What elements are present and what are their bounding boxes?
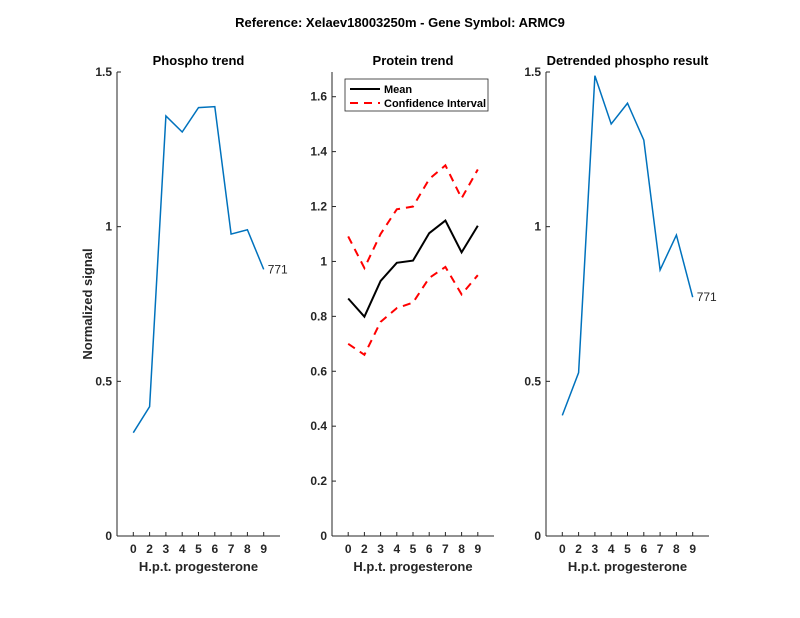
y-tick-label: 1 bbox=[105, 220, 112, 234]
y-tick-label: 1.4 bbox=[310, 145, 327, 159]
x-tick-label: 7 bbox=[442, 542, 449, 556]
x-tick-label: 0 bbox=[130, 542, 137, 556]
series-line-detrended bbox=[561, 75, 694, 416]
legend-label: Confidence Interval bbox=[384, 98, 486, 110]
x-tick-label: 9 bbox=[474, 542, 481, 556]
x-tick-label: 7 bbox=[657, 542, 664, 556]
x-tick-label: 6 bbox=[426, 542, 433, 556]
y-axis-label: Normalized signal bbox=[80, 248, 95, 359]
subplot-title: Phospho trend bbox=[153, 53, 245, 68]
y-tick-label: 0.6 bbox=[310, 364, 327, 378]
point-annotation: 771 bbox=[268, 262, 288, 276]
y-tick-label: 0.5 bbox=[524, 374, 541, 388]
x-tick-label: 3 bbox=[163, 542, 170, 556]
y-tick-label: 1 bbox=[534, 220, 541, 234]
legend-box bbox=[344, 78, 489, 112]
y-tick-label: 0.4 bbox=[310, 419, 327, 433]
x-tick-label: 0 bbox=[559, 542, 566, 556]
x-tick-label: 9 bbox=[689, 542, 696, 556]
y-tick-label: 0.5 bbox=[95, 374, 112, 388]
x-tick-label: 8 bbox=[458, 542, 465, 556]
x-axis-label: H.p.t. progesterone bbox=[139, 559, 258, 574]
x-tick-label: 5 bbox=[410, 542, 417, 556]
figure-title: Reference: Xelaev18003250m - Gene Symbol… bbox=[235, 15, 565, 30]
point-annotation: 771 bbox=[697, 290, 717, 304]
y-tick-label: 1.5 bbox=[95, 65, 112, 79]
x-tick-label: 4 bbox=[608, 542, 615, 556]
subplot-title: Detrended phospho result bbox=[547, 53, 709, 68]
legend: Mean Confidence Interval bbox=[344, 78, 489, 112]
x-tick-label: 0 bbox=[345, 542, 352, 556]
x-tick-label: 7 bbox=[228, 542, 235, 556]
x-tick-label: 4 bbox=[393, 542, 400, 556]
x-tick-label: 4 bbox=[179, 542, 186, 556]
x-tick-label: 9 bbox=[260, 542, 267, 556]
subplot-2: 00.20.40.60.811.21.41.60 2 3 4 5 6 7 8 9Protein … bbox=[310, 53, 494, 574]
subplot-title: Protein trend bbox=[373, 53, 454, 68]
series-line-confidence-interval-lower bbox=[347, 265, 479, 357]
x-tick-label: 8 bbox=[673, 542, 680, 556]
y-tick-label: 0 bbox=[105, 529, 112, 543]
y-tick-label: 1.2 bbox=[310, 200, 327, 214]
y-tick-label: 1.5 bbox=[524, 65, 541, 79]
x-axis-label: H.p.t. progesterone bbox=[353, 559, 472, 574]
series-line-confidence-interval-upper bbox=[347, 163, 479, 271]
x-axis-label: H.p.t. progesterone bbox=[568, 559, 687, 574]
x-tick-label: 2 bbox=[575, 542, 582, 556]
series-line-phospho bbox=[132, 105, 265, 434]
x-tick-label: 2 bbox=[361, 542, 368, 556]
x-tick-label: 3 bbox=[592, 542, 599, 556]
legend-label: Mean bbox=[384, 84, 412, 96]
y-tick-label: 1 bbox=[320, 254, 327, 268]
y-tick-label: 0 bbox=[320, 529, 327, 543]
x-tick-label: 6 bbox=[640, 542, 647, 556]
y-tick-label: 0.2 bbox=[310, 474, 327, 488]
x-tick-label: 6 bbox=[211, 542, 218, 556]
x-tick-label: 5 bbox=[624, 542, 631, 556]
series-line-mean bbox=[347, 219, 479, 319]
y-tick-label: 0 bbox=[534, 529, 541, 543]
y-tick-label: 1.6 bbox=[310, 90, 327, 104]
x-tick-label: 2 bbox=[146, 542, 153, 556]
x-tick-label: 5 bbox=[195, 542, 202, 556]
x-tick-label: 8 bbox=[244, 542, 251, 556]
x-tick-label: 3 bbox=[377, 542, 384, 556]
y-tick-label: 0.8 bbox=[310, 309, 327, 323]
